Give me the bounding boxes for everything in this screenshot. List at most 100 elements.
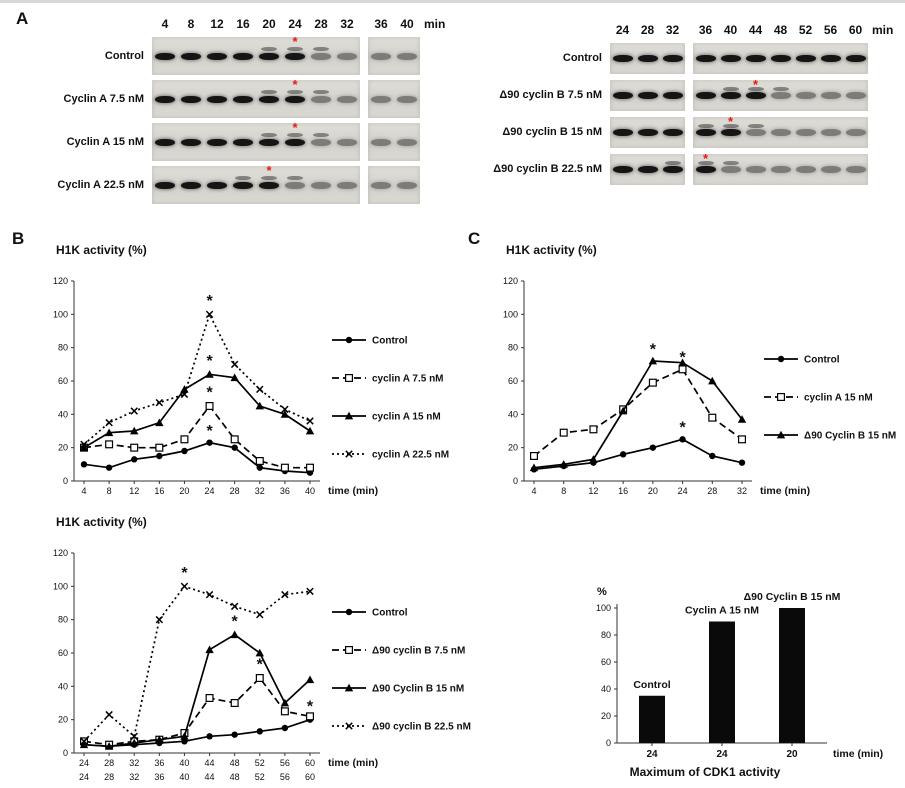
marker-x-cross [105,418,113,427]
x-tick-label: 32 [129,758,139,768]
marker-square-open [777,393,786,402]
bar-category-label: 20 [786,749,798,760]
marker-circle-filled [80,461,88,468]
protein-band [337,95,357,103]
x-tick-label: 20 [648,486,658,496]
marker-x-cross [80,737,88,746]
protein-band [745,166,766,173]
protein-band [207,181,227,189]
gel-lane [693,117,718,148]
marker-x-cross [180,582,189,591]
gel-strip: * [152,35,360,75]
y-tick-label: 80 [58,615,68,625]
gel-strip [368,166,420,204]
gel-row: Δ90 cyclin B 7.5 nM * [488,78,893,111]
gel-lane [334,123,360,161]
chart-h1k-activity-cyclin-a: H1K activity (%) 0 20 40 60 80 100 120 4 8 12 16 20… [40,243,500,515]
protein-band [207,52,227,60]
protein-band [637,55,658,62]
gel-lane [768,43,793,74]
gel-row-label: Cyclin A 7.5 nM [63,92,144,105]
marker-circle-filled [777,355,785,363]
bar-name-label: Control [633,679,670,691]
gel-lane [282,166,308,204]
gel-row: Cyclin A 7.5 nM * [20,78,445,118]
gel-lane [768,154,793,185]
x-tick-label: 32 [737,486,747,496]
marker-triangle-filled [618,406,628,415]
significance-asterisk: * [206,423,213,440]
red-asterisk: * [292,120,298,135]
protein-band [612,166,633,173]
gel-lane [152,166,178,204]
protein-band [720,92,741,99]
gel-strip: * [693,115,868,148]
x-tick-label: 8 [107,486,112,496]
protein-band [662,166,683,173]
x-tick-label: 16 [618,486,628,496]
protein-band [233,138,253,146]
protein-band [259,95,279,103]
marker-square-open [345,645,354,654]
x-tick-label-duplicate: 60 [305,772,315,782]
gel-lane [152,80,178,118]
time-label: 20 [262,17,276,31]
line-chart-canvas: 0 20 40 60 80 100 120 24 28 32 36 40 44 48 52 56 60 24 28 3… [53,548,471,782]
protein-band [795,129,816,136]
significance-asterisk: * [307,698,314,715]
gel-lane [818,117,843,148]
time-label: 32 [340,17,354,31]
marker-circle-filled [206,439,213,446]
legend-label: cyclin A 22.5 nM [372,450,449,461]
gel-lane [660,154,685,185]
marker-triangle-filled [776,430,786,439]
x-tick-label: 52 [255,758,265,768]
gel-row: Δ90 cyclin B 15 nM * [488,115,893,148]
x-tick-label: 60 [305,758,315,768]
protein-band [745,92,766,99]
x-axis-title: time (min) [328,485,378,497]
marker-triangle-filled [230,630,239,639]
marker-circle-filled [345,336,353,344]
gel-row-label: Control [104,49,144,62]
marker-square-open [130,443,139,452]
protein-band [311,181,331,189]
marker-circle-filled [709,452,716,460]
protein-band [845,92,866,99]
marker-triangle-filled [529,463,539,472]
gel-strip: * [693,78,868,111]
marker-triangle-filled [205,645,214,654]
gel-lane [178,80,204,118]
gel-lane [368,37,394,75]
protein-band [181,95,201,103]
protein-band [371,138,391,146]
x-tick-label: 32 [255,486,265,496]
gel-lane [152,37,178,75]
protein-band [820,92,841,99]
protein-band [397,181,417,189]
marker-square-open [280,707,289,716]
protein-band [397,52,417,60]
marker-circle-filled [156,452,163,460]
gel-lane [178,37,204,75]
marker-triangle-filled [230,373,239,382]
time-label: 32 [665,23,680,37]
gel-row-label: Δ90 cyclin B 15 nM [502,126,602,139]
time-header-segment: 36 40 [368,17,420,31]
marker-x-cross [130,407,138,415]
gel-lane [334,80,360,118]
y-tick-label: 120 [53,548,68,558]
protein-band [612,92,633,99]
x-tick-label: 12 [588,486,598,496]
marker-x-cross [80,440,88,449]
y-tick-label: 40 [58,681,68,691]
marker-square-open [105,440,114,449]
protein-band [845,55,866,62]
time-label: 56 [823,23,838,37]
protein-band [637,129,658,136]
marker-x-cross [205,590,214,599]
protein-band [155,52,175,60]
marker-square-open [230,435,239,444]
marker-square-open [306,712,315,721]
line-chart-canvas: 0 20 40 60 80 100 120 4 8 12 16 20 24 28 32 time (min) *… [503,276,896,497]
